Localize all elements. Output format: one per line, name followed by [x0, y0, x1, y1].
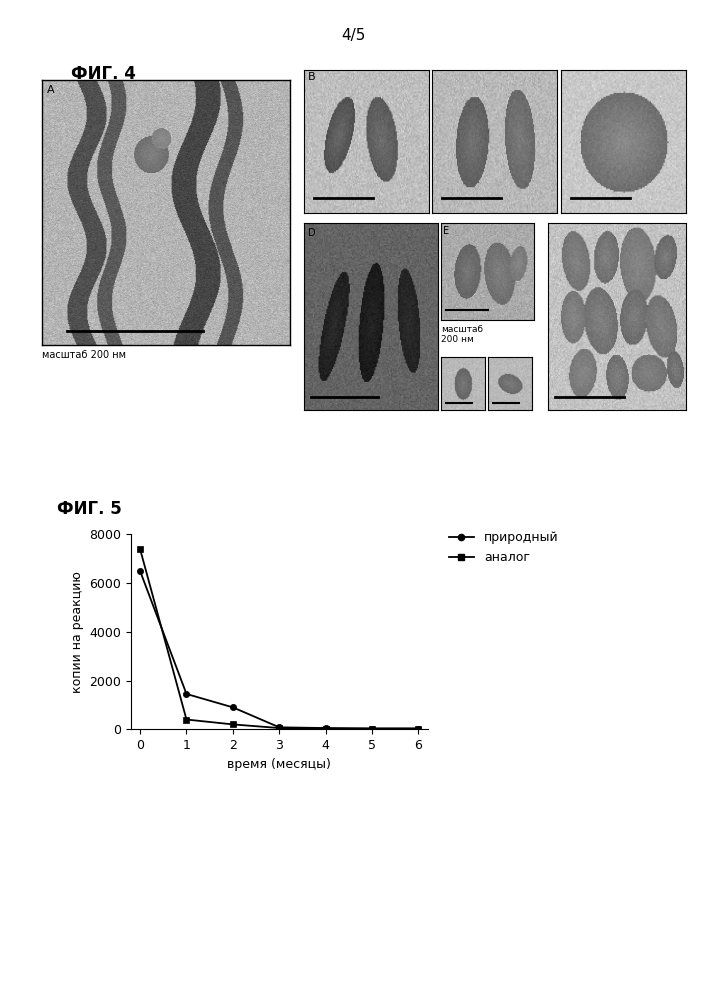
Text: 4/5: 4/5: [341, 28, 366, 43]
Text: В: В: [308, 72, 315, 82]
X-axis label: время (месяцы): время (месяцы): [228, 757, 331, 770]
Text: масштаб 200 нм: масштаб 200 нм: [42, 350, 127, 360]
Text: ФИГ. 4: ФИГ. 4: [71, 65, 136, 83]
Text: D: D: [308, 229, 315, 239]
Text: А: А: [47, 85, 55, 95]
Legend: природный, аналог: природный, аналог: [449, 531, 559, 564]
Text: масштаб
200 нм: масштаб 200 нм: [441, 325, 483, 345]
Text: E: E: [443, 226, 449, 236]
Text: ФИГ. 5: ФИГ. 5: [57, 500, 122, 517]
Y-axis label: копии на реакцию: копии на реакцию: [71, 571, 83, 692]
